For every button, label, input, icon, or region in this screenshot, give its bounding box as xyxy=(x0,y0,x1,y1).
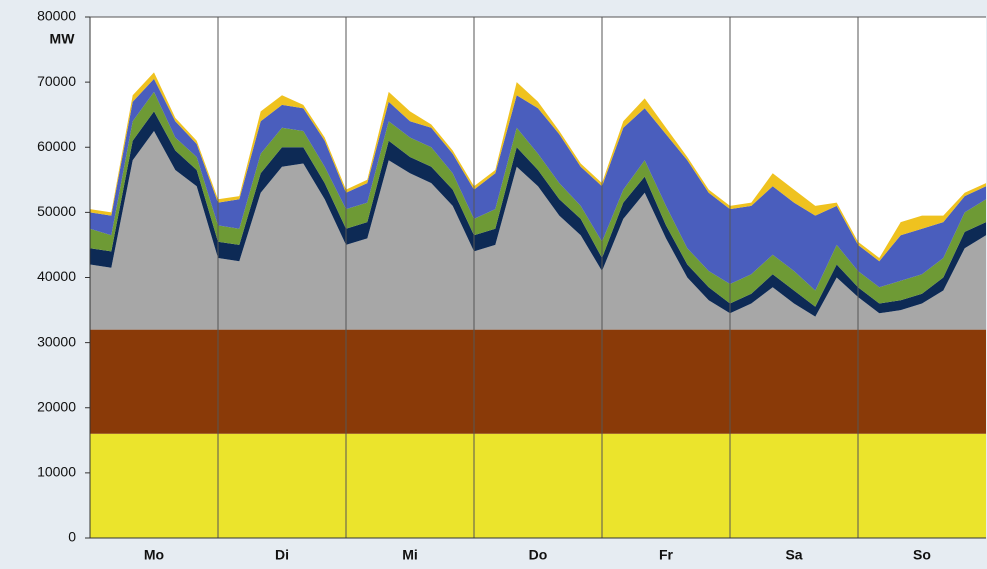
area xyxy=(90,78,986,291)
y-unit: MW xyxy=(50,31,76,47)
x-tick-label: So xyxy=(913,547,931,563)
x-tick-label: Di xyxy=(275,547,289,563)
x-tick-label: Mi xyxy=(402,547,418,563)
area xyxy=(90,329,986,434)
x-tick-label: Do xyxy=(529,547,548,563)
y-tick-label: 50000 xyxy=(37,203,76,219)
area xyxy=(90,433,986,538)
y-tick-label: 60000 xyxy=(37,138,76,154)
area xyxy=(90,131,986,330)
y-tick-label: 20000 xyxy=(37,398,76,414)
area xyxy=(90,91,986,307)
x-tick-label: Fr xyxy=(659,547,674,563)
y-tick-label: 10000 xyxy=(37,464,76,480)
y-tick-label: 80000 xyxy=(37,8,76,24)
x-tick-label: Sa xyxy=(785,547,802,563)
y-tick-label: 70000 xyxy=(37,73,76,89)
y-tick-label: 0 xyxy=(68,529,76,545)
x-tick-label: Mo xyxy=(144,547,164,563)
y-tick-label: 40000 xyxy=(37,268,76,284)
y-tick-label: 30000 xyxy=(37,333,76,349)
